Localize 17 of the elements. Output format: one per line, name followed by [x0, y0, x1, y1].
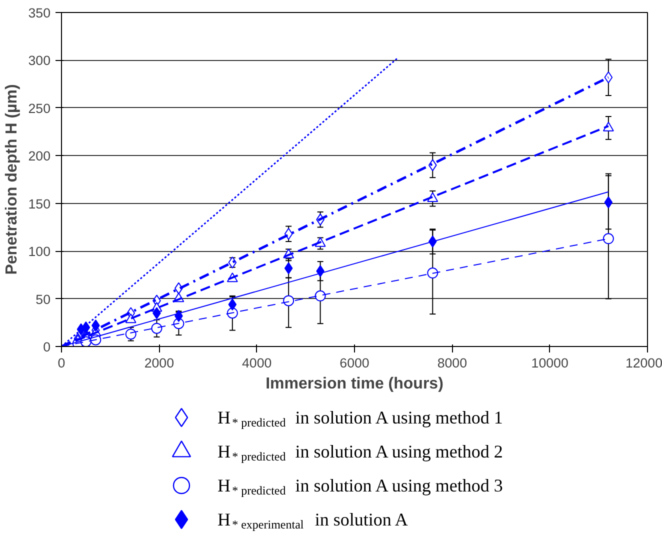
y-tick-label: 50	[36, 292, 51, 307]
x-tick-label: 4000	[242, 356, 272, 370]
y-tick-label: 300	[28, 53, 51, 68]
x-tick-label: 0	[58, 356, 66, 370]
y-tick-label: 100	[28, 244, 51, 260]
x-tick-label: 10000	[531, 356, 568, 370]
x-tick-label: 8000	[437, 356, 467, 370]
y-tick-label: 150	[28, 196, 51, 212]
y-tick-label: 200	[28, 148, 51, 164]
y-axis-title: Penetration depth H (µm)	[3, 84, 20, 275]
x-axis-title: Immersion time (hours)	[266, 376, 444, 392]
x-tick-label: 6000	[340, 356, 370, 370]
x-tick-label: 2000	[144, 356, 174, 370]
x-tick-label: 12000	[625, 356, 662, 370]
y-tick-label: 350	[28, 6, 51, 20]
y-tick-label: 250	[28, 100, 51, 116]
y-tick-label: 0	[43, 340, 51, 354]
